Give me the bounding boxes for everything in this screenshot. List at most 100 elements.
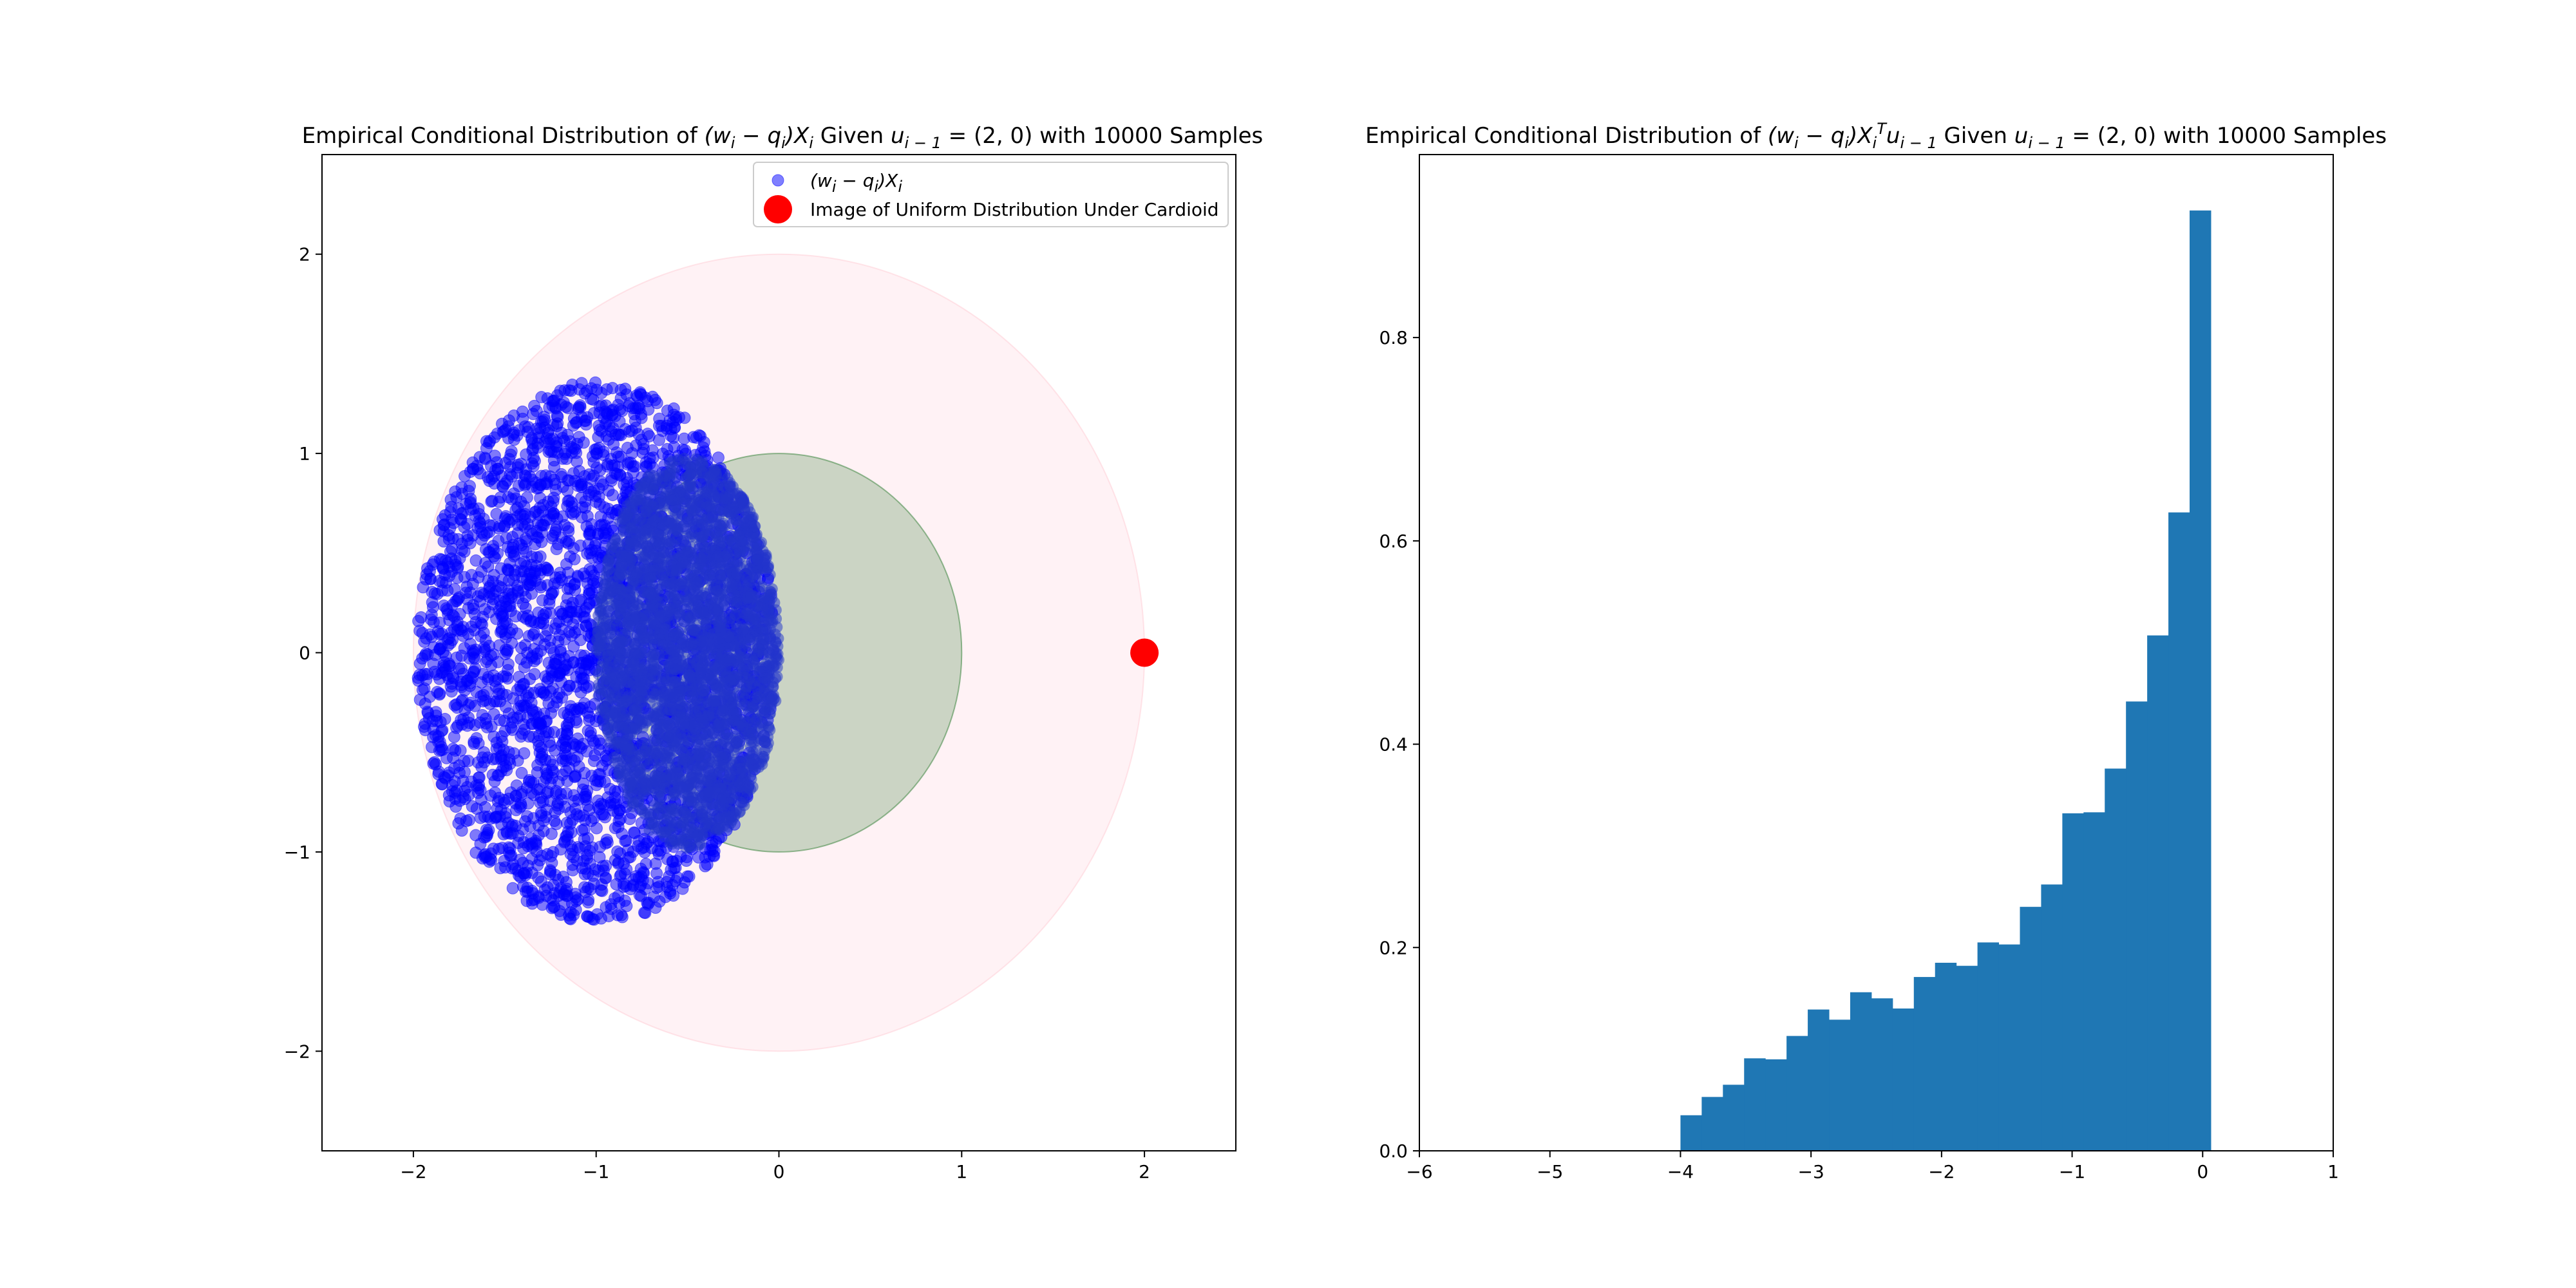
sample-point [466, 462, 479, 475]
sample-point [535, 875, 547, 888]
sample-point [498, 520, 511, 533]
sample-point [745, 773, 757, 785]
sample-point [518, 469, 531, 482]
sample-point [454, 812, 467, 825]
sample-point [474, 837, 487, 850]
sample-point [462, 755, 475, 768]
sample-point [486, 495, 498, 507]
title-fragment: = (2, 0) with 10000 Samples [942, 123, 1263, 149]
sample-point [488, 477, 501, 490]
sample-point [495, 730, 508, 743]
sample-point [566, 813, 579, 826]
sample-point [629, 402, 642, 415]
sample-point [515, 641, 528, 654]
sample-point [653, 880, 666, 893]
sample-point [442, 659, 455, 672]
scatter-chart-panel: Empirical Conditional Distribution of (w… [284, 123, 1264, 1182]
sample-point [505, 445, 518, 458]
sample-point [475, 761, 488, 773]
sample-point [576, 862, 589, 875]
sample-point [569, 583, 582, 596]
sample-point [532, 606, 545, 619]
sample-point [526, 527, 539, 540]
sample-point [524, 576, 536, 589]
sample-point [500, 617, 513, 630]
title-fragment: i [731, 134, 735, 152]
sample-point [556, 691, 569, 704]
sample-point [455, 513, 468, 526]
sample-point [502, 414, 515, 427]
sample-point [535, 536, 548, 549]
sample-point [770, 604, 782, 616]
sample-point [621, 458, 634, 471]
title-fragment: u [891, 123, 905, 149]
sample-point [498, 627, 511, 640]
sample-point [660, 422, 673, 435]
sample-point [480, 656, 493, 668]
sample-point [519, 601, 532, 614]
sample-point [421, 562, 434, 575]
title-fragment: i − 1 [905, 134, 942, 152]
sample-point [570, 895, 583, 907]
sample-point [573, 431, 585, 444]
sample-point [466, 672, 478, 685]
sample-point [524, 672, 536, 685]
sample-point [474, 811, 487, 824]
sample-point [599, 871, 612, 884]
title-fragment: Empirical Conditional Distribution of [302, 123, 705, 149]
sample-point [512, 480, 525, 493]
sample-point [582, 910, 594, 923]
sample-point [506, 882, 519, 895]
sample-point [469, 616, 482, 629]
sample-point [583, 714, 596, 726]
sample-point [561, 611, 574, 623]
sample-point [478, 800, 491, 813]
sample-point [454, 744, 467, 757]
sample-point [555, 676, 568, 688]
sample-point [629, 415, 641, 428]
sample-point [686, 513, 698, 526]
sample-point [541, 579, 554, 592]
sample-point [488, 708, 500, 721]
sample-point [533, 891, 545, 904]
sample-point [703, 573, 715, 585]
sample-point [527, 627, 540, 639]
sample-point [567, 412, 580, 425]
sample-point [427, 757, 440, 770]
sample-point [559, 446, 572, 459]
sample-point [455, 481, 468, 494]
sample-point [511, 510, 524, 523]
sample-points [412, 376, 785, 926]
sample-point [741, 681, 753, 693]
sample-point [517, 842, 530, 855]
sample-point [461, 529, 474, 542]
sample-point [589, 376, 602, 389]
sample-point [464, 503, 477, 516]
sample-point [458, 641, 471, 654]
sample-point [531, 759, 544, 772]
sample-point [419, 717, 431, 730]
sample-point [417, 581, 430, 594]
sample-point [451, 571, 464, 584]
sample-point [481, 685, 494, 698]
sample-point [551, 799, 564, 812]
sample-point [474, 516, 487, 529]
sample-point [546, 532, 559, 545]
sample-point [505, 591, 518, 604]
title-fragment: (w [705, 123, 731, 149]
sample-point [540, 767, 553, 780]
sample-point [497, 828, 510, 840]
sample-point [556, 431, 569, 444]
sample-point [490, 456, 503, 469]
sample-point [583, 468, 596, 481]
sample-point [578, 387, 591, 400]
sample-point [520, 781, 533, 794]
sample-point [696, 455, 708, 468]
sample-point [522, 692, 535, 705]
sample-point [680, 854, 693, 867]
sample-point [498, 797, 511, 810]
sample-point [480, 442, 493, 455]
sample-point [560, 876, 573, 889]
sample-point [555, 739, 568, 752]
sample-point [479, 851, 492, 864]
